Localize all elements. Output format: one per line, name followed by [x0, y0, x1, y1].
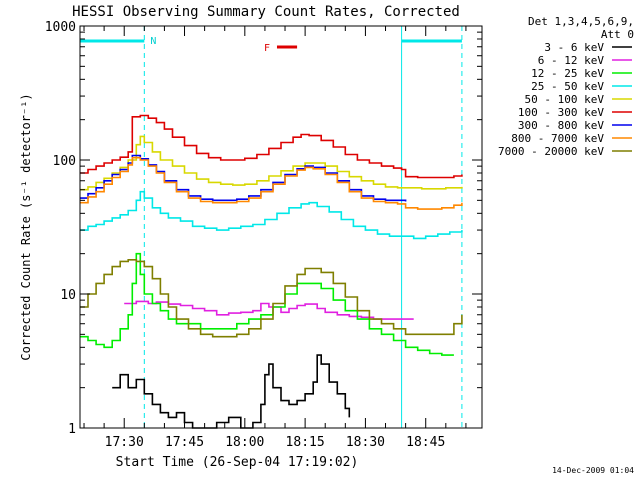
series-line-5: [80, 114, 463, 179]
y-tick-label: 1000: [45, 20, 76, 35]
legend-label: 3 - 6 keV: [544, 41, 604, 54]
legend-label: 12 - 25 keV: [531, 67, 604, 80]
series-line-3: [80, 190, 463, 240]
legend-label: 800 - 7000 keV: [511, 132, 604, 145]
x-tick-label: 17:30: [105, 435, 144, 450]
y-tick-label: 100: [53, 154, 76, 169]
plot-frame: [79, 25, 483, 429]
x-tick-label: 18:30: [346, 435, 385, 450]
legend-label: 25 - 50 keV: [531, 80, 604, 93]
x-tick-label: 17:45: [165, 435, 204, 450]
flare-marker-label: F: [264, 43, 270, 54]
series-line-8: [80, 259, 463, 338]
legend-label: 100 - 300 keV: [518, 106, 604, 119]
x-axis: 17:30 17:45 18:00 18:15 18:30 18:45: [83, 26, 467, 450]
y-tick-label: 1: [68, 422, 76, 437]
x-tick-label: 18:45: [406, 435, 445, 450]
legend-label: 50 - 100 keV: [525, 93, 605, 106]
y-axis-label: Corrected Count Rate (s⁻¹ detector⁻¹): [19, 93, 33, 360]
timestamp: 14-Dec-2009 01:04: [552, 466, 634, 475]
night-marker-label: N: [150, 36, 156, 47]
series-line-6: [80, 154, 407, 202]
legend-label: 7000 - 20000 keV: [498, 145, 604, 158]
series-line-2: [80, 252, 454, 356]
x-axis-label: Start Time (26-Sep-04 17:19:02): [116, 455, 359, 470]
y-tick-label: 10: [60, 288, 76, 303]
y-axis: 1 10 100 1000: [45, 20, 482, 437]
x-tick-label: 18:00: [225, 435, 264, 450]
legend-header-line-2: Att 0: [601, 28, 634, 41]
legend-header-line-1: Det 1,3,4,5,6,9,: [528, 15, 634, 28]
legend-label: 300 - 800 keV: [518, 119, 604, 132]
series-line-0: [112, 354, 351, 429]
x-tick-label: 18:15: [286, 435, 325, 450]
series-line-7: [80, 156, 463, 210]
series-line-1: [124, 300, 414, 320]
data-series: [80, 114, 463, 429]
flare-marker: F: [264, 43, 298, 54]
legend-label: 6 - 12 keV: [538, 54, 605, 67]
chart-title: HESSI Observing Summary Count Rates, Cor…: [72, 4, 460, 20]
